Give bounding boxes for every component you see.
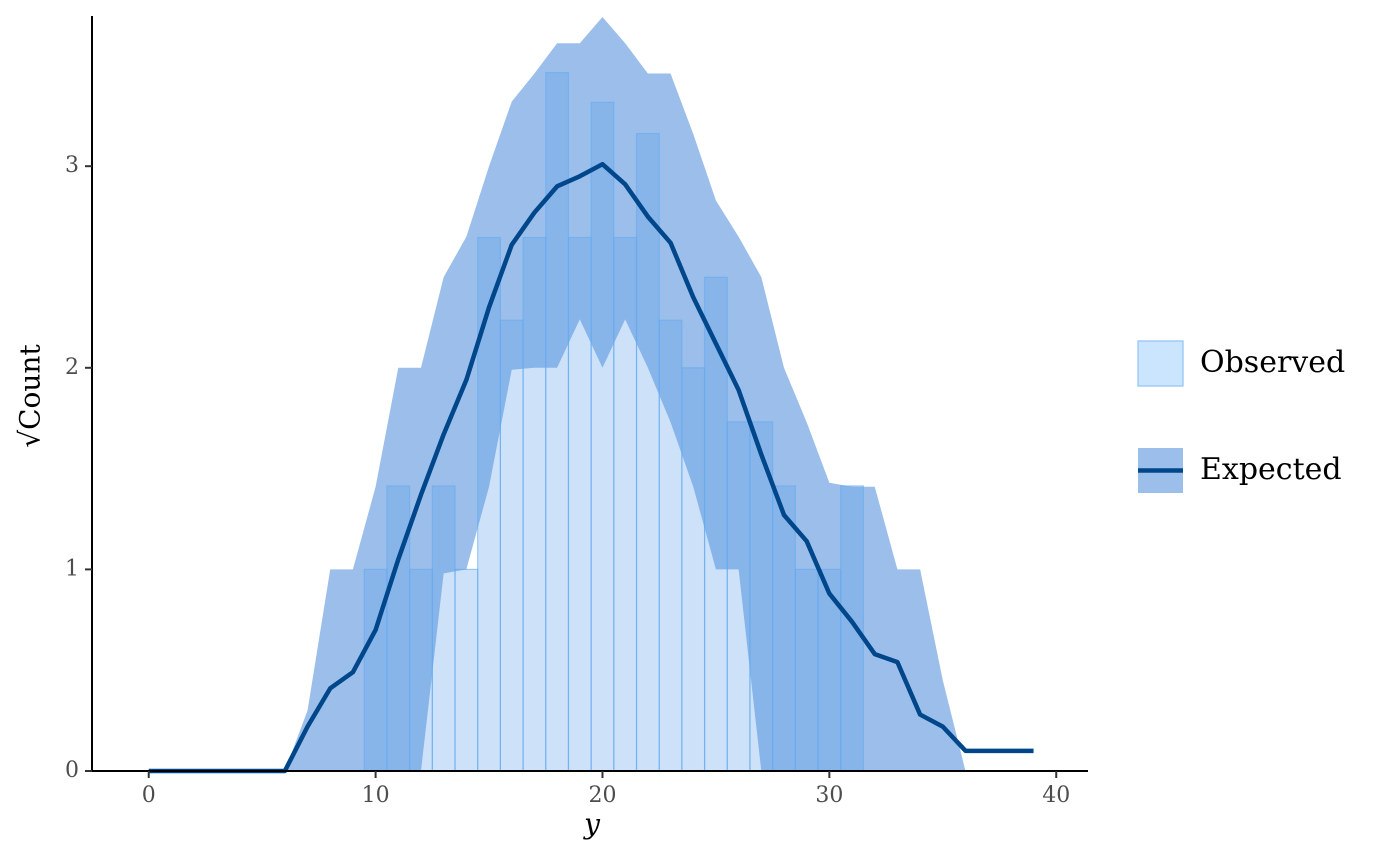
expected-line <box>148 161 1034 774</box>
observed-bar <box>477 236 501 772</box>
x-axis-label: y <box>582 808 601 841</box>
x-tick-label: 20 <box>588 783 616 808</box>
observed-bar <box>817 568 842 772</box>
y-tick-label: 3 <box>65 153 79 178</box>
observed-bar <box>567 236 592 772</box>
x-tick-label: 0 <box>142 783 156 808</box>
legend-label: Observed <box>1200 345 1345 380</box>
observed-bar <box>658 319 683 772</box>
observed-bar <box>590 101 615 772</box>
observed-bar <box>454 568 479 772</box>
x-tick-label: 10 <box>362 783 390 808</box>
y-tick-label: 2 <box>65 355 79 380</box>
expected-band <box>148 17 1034 772</box>
observed-bar <box>794 568 819 772</box>
x-tick-label: 30 <box>815 783 843 808</box>
observed-bar <box>772 485 796 772</box>
observed-bar <box>681 367 706 772</box>
observed-bar <box>522 236 547 772</box>
observed-bar <box>613 236 638 772</box>
observed-bar <box>840 485 864 772</box>
x-tick-label: 40 <box>1042 783 1070 808</box>
observed-bar <box>409 568 433 772</box>
legend-swatch <box>1137 340 1184 387</box>
y-tick-label: 1 <box>65 556 79 581</box>
legend-label: Expected <box>1200 452 1342 487</box>
observed-bar <box>726 421 751 772</box>
y-tick-label: 0 <box>65 758 79 783</box>
y-axis-label: √Count <box>14 344 47 448</box>
observed-bar <box>499 319 524 772</box>
observed-bar <box>703 276 728 772</box>
observed-bar <box>431 485 456 772</box>
observed-bar <box>386 485 411 772</box>
observed-bar <box>545 72 570 772</box>
